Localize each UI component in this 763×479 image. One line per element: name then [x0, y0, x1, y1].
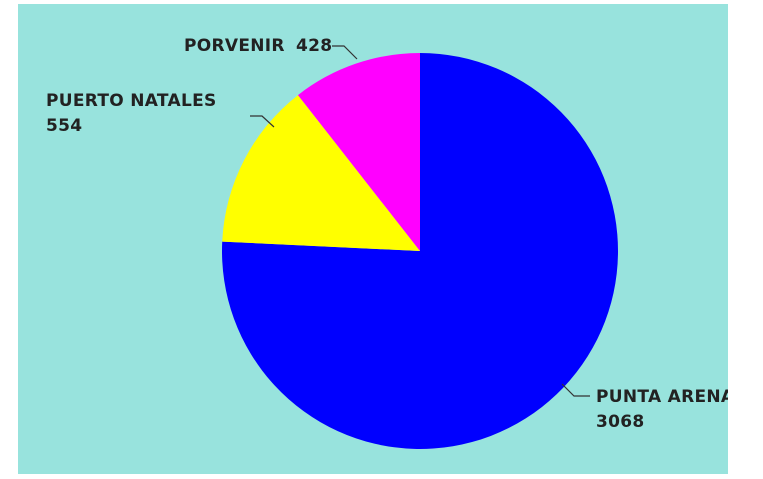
leader-line-porvenir	[332, 45, 358, 60]
pie-slices	[221, 53, 618, 449]
slice-value-punta-arenas: 3068	[596, 412, 645, 432]
label-group-porvenir: PORVENIR 428	[184, 36, 358, 60]
label-group-punta-arenas: PUNTA ARENAS 3068	[561, 383, 728, 432]
leader-line-puerto-natales	[250, 115, 275, 128]
slice-label-porvenir: PORVENIR 428	[184, 36, 332, 56]
slice-value-puerto-natales: 554	[46, 116, 82, 136]
pie-slice-porvenir	[297, 53, 420, 251]
slice-label-puerto-natales: PUERTO NATALES	[46, 91, 217, 111]
leader-line-punta-arenas	[561, 383, 590, 397]
porvenir-value: 428	[296, 36, 332, 56]
pie-chart: PUNTA ARENAS 3068 PUERTO NATALES 554 POR…	[18, 4, 728, 474]
label-group-puerto-natales: PUERTO NATALES 554	[46, 91, 275, 136]
pie-slice-puerto-natales	[222, 95, 420, 251]
chart-frame: PUNTA ARENAS 3068 PUERTO NATALES 554 POR…	[18, 4, 728, 474]
slice-label-punta-arenas: PUNTA ARENAS	[596, 387, 728, 407]
porvenir-name: PORVENIR	[184, 36, 285, 56]
